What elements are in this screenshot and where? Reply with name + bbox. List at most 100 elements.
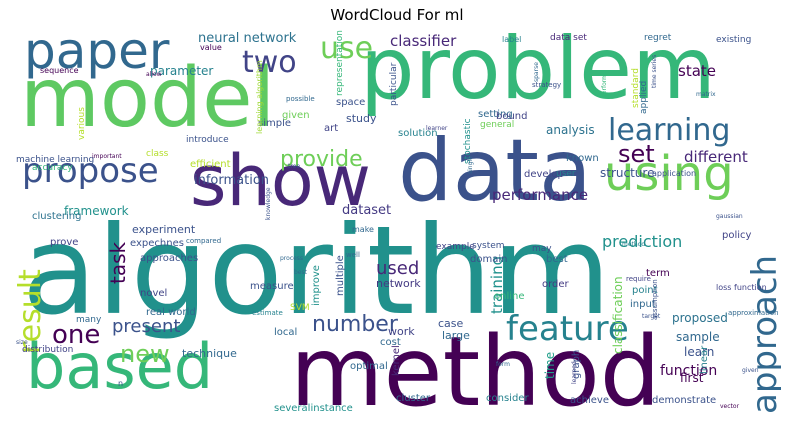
cloud-word: task [106, 241, 130, 284]
cloud-word: user [556, 169, 576, 179]
cloud-word: approximation [728, 309, 779, 317]
cloud-word: time [543, 351, 557, 379]
cloud-word: various [77, 107, 87, 140]
cloud-word: estimate [252, 309, 283, 317]
cloud-word: class [146, 149, 169, 159]
cloud-word: art [324, 123, 339, 134]
cloud-word: regret [644, 33, 672, 43]
cloud-word: present [112, 316, 181, 337]
cloud-word: given [742, 367, 759, 374]
cloud-word: general [480, 120, 515, 130]
cloud-word: network [376, 277, 421, 290]
cloud-word: set [618, 140, 655, 168]
cloud-word: experiment [132, 223, 196, 236]
cloud-word: known [566, 153, 599, 164]
cloud-word: solution [398, 128, 438, 139]
cloud-word: vector [720, 403, 740, 410]
cloud-word: efficient [190, 159, 231, 170]
cloud-word: technique [182, 347, 237, 360]
cloud-word: optimal [350, 361, 388, 372]
cloud-word: performance [492, 186, 589, 204]
cloud-word: existing [716, 35, 752, 45]
cloud-word: matrix [696, 91, 716, 98]
cloud-word: multiple [335, 255, 346, 296]
cloud-word: clustering [32, 211, 82, 222]
cloud-word: data [398, 121, 592, 221]
cloud-word: new [120, 340, 170, 368]
cloud-word: learn [684, 345, 715, 359]
cloud-word: target [642, 313, 661, 320]
cloud-word: SVM [290, 303, 310, 313]
cloud-word: number [312, 312, 398, 337]
cloud-word: used [376, 258, 420, 279]
cloud-word: may [532, 244, 552, 254]
cloud-word: value [200, 43, 222, 52]
cloud-word: applied [639, 80, 649, 114]
cloud-word: learning algorithm [255, 60, 264, 134]
cloud-word: gaussian [716, 213, 743, 220]
cloud-word: approaches [140, 253, 199, 264]
cloud-word: paper [24, 24, 170, 80]
cloud-word: possible [286, 95, 315, 103]
cloud-word: machine learning [16, 155, 95, 165]
cloud-word: knowledge [265, 187, 272, 220]
cloud-word: kernel [391, 345, 402, 376]
cloud-word: process [280, 255, 304, 262]
cloud-word: application [652, 169, 697, 178]
page-title: WordCloud For ml [330, 6, 464, 24]
cloud-word: consider [486, 393, 529, 404]
cloud-word: sequence [40, 66, 79, 75]
cloud-word: severalinstance [274, 403, 353, 414]
cloud-word: develop [524, 169, 564, 180]
cloud-word: particular [389, 62, 399, 106]
cloud-word: sparse [533, 62, 540, 82]
cloud-word: strategy [532, 81, 562, 89]
cloud-word: bound [496, 111, 528, 122]
cloud-word: learning [608, 113, 731, 148]
cloud-word: method [290, 316, 661, 418]
cloud-word: introduce [186, 135, 229, 145]
cloud-word: based [26, 330, 214, 403]
cloud-word: domain [470, 254, 508, 265]
cloud-word: different [684, 148, 748, 166]
cloud-word: classification [611, 276, 625, 354]
cloud-word: perform [601, 74, 608, 98]
cloud-word: two [242, 45, 297, 80]
cloud-word: time series [651, 54, 658, 88]
cloud-word: given [282, 110, 310, 121]
cloud-word: information [194, 173, 270, 188]
cloud-word: loss function [716, 283, 767, 292]
cloud-word: achieve [570, 395, 609, 406]
cloud-word: well [346, 251, 360, 259]
cloud-word: one [52, 320, 101, 350]
cloud-word: measure [250, 281, 294, 292]
cloud-word: problem [360, 24, 716, 119]
cloud-word: using [604, 146, 734, 202]
cloud-word: function [660, 363, 718, 379]
cloud-word: best [294, 269, 307, 276]
cloud-word: example [436, 242, 475, 252]
cloud-word: tree [288, 163, 301, 170]
cloud-word: use [320, 31, 374, 66]
cloud-word: study [346, 112, 377, 125]
cloud-word: point [632, 285, 658, 296]
cloud-word: work [388, 325, 415, 338]
cloud-word: local [274, 327, 298, 338]
cloud-word: demonstrate [652, 395, 717, 406]
cloud-word: setting [478, 109, 513, 120]
cloud-word: online [494, 291, 525, 302]
cloud-word: single [467, 156, 474, 174]
cloud-word: order [542, 279, 569, 290]
cloud-word: dataset [342, 203, 392, 218]
cloud-word: analysis [546, 123, 595, 137]
cloud-word: sample [676, 330, 720, 344]
cloud-word: propose [22, 151, 159, 191]
cloud-word: classifier [390, 32, 457, 50]
cloud-word: neural network [198, 31, 297, 46]
cloud-word: important [92, 153, 122, 160]
cloud-word: real world [146, 307, 196, 318]
cloud-word: learner [426, 125, 448, 132]
cloud-word: method [622, 241, 646, 248]
cloud-word: simple [258, 118, 292, 129]
cloud-word: require [626, 275, 651, 283]
